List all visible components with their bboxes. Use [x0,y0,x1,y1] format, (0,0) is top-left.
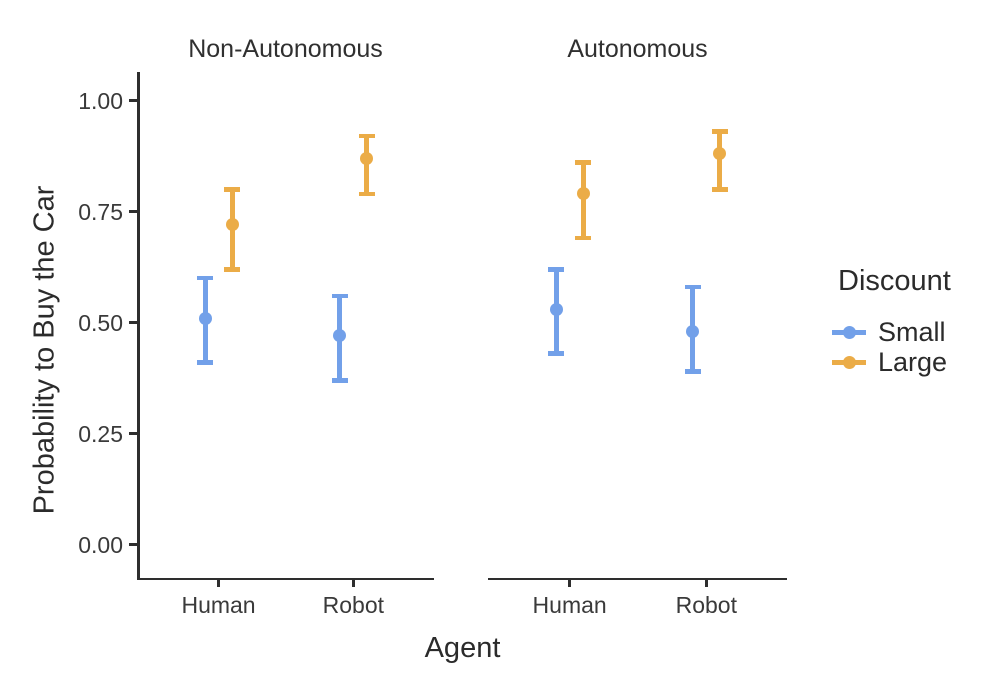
error-bar-cap-bottom [575,235,592,241]
error-bar-cap-bottom [548,351,565,356]
error-bar-cap-bottom [197,360,214,365]
panel-non-autonomous [138,72,433,578]
error-bar-cap-top [197,275,214,281]
error-bar-cap-bottom [331,378,348,383]
point-large-human [576,187,590,201]
error-bar-cap-top [331,293,348,299]
error-bar-cap-top [575,160,592,165]
y-tick-mark [128,210,137,213]
point-small-robot [686,324,700,338]
point-large-human [225,218,239,232]
x-tick-mark [217,578,220,587]
error-bar-cap-bottom [711,187,728,192]
x-axis-title: Agent [424,632,501,664]
y-axis-line [137,72,140,580]
error-bar-cap-top [358,133,375,139]
legend-title: Discount [838,265,951,297]
x-tick-mark [705,578,708,587]
error-bar [717,131,723,190]
y-tick-label: 1.00 [78,87,123,114]
error-bar-cap-top [684,284,701,290]
point-small-robot [333,329,347,343]
point-large-robot [360,151,374,165]
y-tick-mark [128,432,137,435]
y-tick-mark [128,543,137,546]
legend-label-small: Small [878,316,946,347]
error-bar-cap-bottom [224,267,241,272]
y-tick-label: 0.25 [78,420,123,447]
facet-label-autonomous: Autonomous [567,35,708,63]
y-tick-mark [128,99,137,102]
x-tick-label: Robot [675,592,737,618]
legend-item-large: Large [832,347,992,377]
x-tick-label: Robot [322,592,385,618]
x-tick-label: Human [181,592,256,618]
x-tick-label: Human [532,592,607,618]
point-small-human [549,302,563,316]
legend-label-large: Large [878,346,948,377]
y-tick-label: 0.50 [78,309,123,336]
legend-key-large-icon [832,355,866,369]
error-bar-cap-top [224,187,241,192]
error-bar-cap-bottom [684,369,701,374]
panel-autonomous [488,72,787,578]
y-axis-title: Probability to Buy the Car [28,185,61,515]
legend-key-small-icon [832,325,866,339]
y-tick-label: 0.00 [78,531,123,558]
point-small-human [198,311,212,325]
x-tick-mark [568,578,571,587]
facet-label-non-autonomous: Non-Autonomous [188,35,383,63]
error-bar-cap-top [711,129,728,134]
point-large-robot [713,147,727,161]
y-tick-label: 0.75 [78,198,123,225]
x-tick-mark [352,578,355,587]
legend: Discount Small Large [832,266,992,377]
x-axis-line-facet-2 [488,577,787,580]
error-bar-cap-bottom [358,191,375,197]
x-axis-line-facet-1 [138,577,434,580]
error-bar [364,136,370,194]
y-tick-mark [128,321,137,324]
error-bar [580,162,586,239]
legend-item-small: Small [832,317,992,347]
error-bar-cap-top [548,267,565,272]
